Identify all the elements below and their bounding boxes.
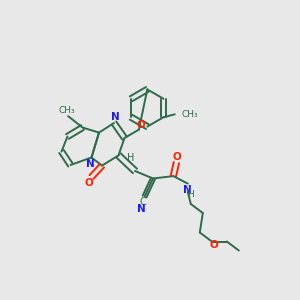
Text: O: O — [84, 178, 93, 188]
Text: O: O — [210, 240, 219, 250]
Text: H: H — [188, 190, 194, 199]
Text: CH₃: CH₃ — [182, 110, 198, 119]
Text: N: N — [85, 159, 94, 169]
Text: O: O — [172, 152, 182, 162]
Text: CH₃: CH₃ — [58, 106, 75, 115]
Text: C: C — [140, 197, 146, 207]
Text: N: N — [183, 185, 192, 195]
Text: N: N — [111, 112, 120, 122]
Text: N: N — [137, 203, 146, 214]
Text: O: O — [136, 120, 145, 130]
Text: H: H — [127, 153, 134, 163]
